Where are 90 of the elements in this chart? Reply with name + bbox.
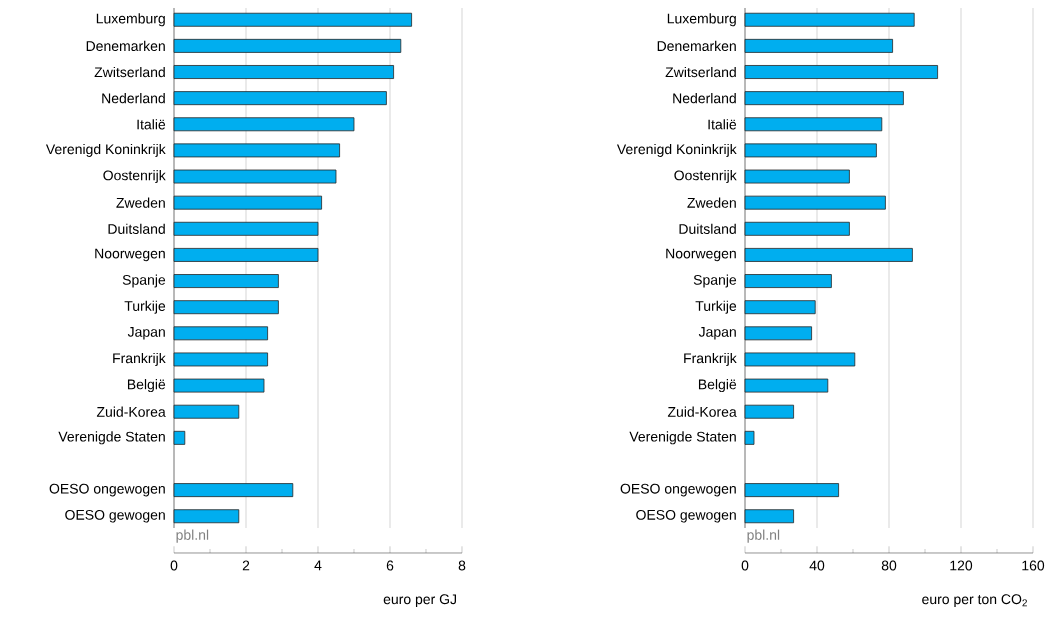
text: pbl.nl — [176, 529, 209, 543]
bar — [744, 378, 829, 393]
y-tick-label: Spanje — [693, 274, 737, 288]
bar — [744, 326, 813, 341]
y-tick-label: OESO ongewogen — [620, 483, 736, 497]
bar — [744, 509, 794, 524]
y-tick-label: Italië — [137, 119, 166, 130]
bar — [173, 378, 265, 393]
bar — [744, 38, 894, 53]
bar — [744, 221, 850, 236]
bar — [744, 404, 794, 419]
x-axis-title: euro per ton CO$_{2}$ — [922, 594, 1027, 607]
y-tick-label: Turkije — [695, 300, 737, 314]
bar — [173, 430, 186, 445]
bar — [173, 169, 337, 184]
y-tick-label: Italië — [708, 119, 737, 130]
bar — [744, 169, 850, 184]
y-tick-label: Zuid-Korea — [667, 406, 737, 417]
x-tick-label: 0 — [741, 560, 749, 571]
y-tick-label: Verenigd Koninkrijk — [616, 143, 737, 157]
bar — [173, 483, 294, 498]
bar — [744, 430, 755, 445]
bar — [173, 12, 412, 27]
y-tick-label: Oostenrijk — [674, 170, 737, 184]
y-tick-label: Duitsland — [679, 223, 736, 234]
bar — [173, 274, 279, 288]
y-tick-label: Zweden — [687, 197, 736, 208]
bar — [744, 248, 913, 262]
bar — [744, 274, 832, 288]
x-tick-label: 8 — [458, 560, 466, 571]
x-tick-label: 120 — [950, 560, 973, 571]
y-tick-label: OESO gewogen — [636, 509, 736, 523]
x-tick-label: 6 — [386, 560, 394, 571]
x-tick-label: 80 — [881, 560, 897, 571]
bar — [744, 12, 915, 27]
y-tick-label: België — [127, 379, 166, 393]
y-tick-label: OESO ongewogen — [49, 483, 165, 497]
bar — [744, 143, 877, 158]
x-tick-label: 160 — [1022, 560, 1045, 571]
bar — [173, 38, 402, 53]
bar — [744, 91, 904, 106]
y-tick-label: Zweden — [116, 197, 165, 208]
y-tick-label: Nederland — [102, 93, 165, 104]
x-axis-title: euro per GJ — [383, 594, 456, 607]
bar — [744, 65, 938, 79]
y-tick-label: Frankrijk — [684, 352, 737, 366]
bar — [173, 143, 340, 158]
x-tick-label: 2 — [242, 560, 250, 571]
y-tick-label: België — [698, 379, 737, 393]
bar — [744, 117, 883, 132]
y-tick-label: OESO gewogen — [65, 509, 165, 523]
y-tick-label: Verenigde Staten — [58, 431, 165, 445]
bar — [173, 117, 355, 132]
y-tick-label: Zwitserland — [94, 66, 165, 78]
x-tick-label: 4 — [314, 560, 322, 571]
text: pbl.nl — [747, 529, 780, 543]
bar — [173, 91, 387, 106]
bar — [744, 483, 839, 498]
y-tick-label: Noorwegen — [95, 248, 165, 262]
bar — [173, 404, 240, 419]
y-tick-label: Japan — [698, 327, 736, 340]
y-tick-label: Oostenrijk — [103, 170, 166, 184]
x-tick-label: 40 — [809, 560, 825, 571]
bar — [744, 195, 886, 210]
y-tick-label: Noorwegen — [666, 248, 736, 262]
bar — [173, 352, 268, 367]
bar — [173, 221, 319, 236]
y-tick-label: Zwitserland — [665, 66, 736, 78]
y-tick-label: Frankrijk — [113, 352, 166, 366]
bar — [744, 300, 816, 315]
y-tick-label: Denemarken — [657, 40, 736, 52]
y-tick-label: Luxemburg — [667, 13, 736, 27]
bar — [173, 300, 279, 315]
bar — [173, 326, 268, 341]
bar — [173, 195, 322, 210]
y-tick-label: Denemarken — [86, 40, 165, 52]
y-tick-label: Turkije — [124, 300, 166, 314]
y-tick-label: Luxemburg — [96, 13, 165, 27]
y-tick-label: Nederland — [673, 93, 736, 104]
y-tick-label: Verenigde Staten — [629, 431, 736, 445]
y-tick-label: Verenigd Koninkrijk — [45, 143, 166, 157]
y-tick-label: Zuid-Korea — [96, 406, 166, 417]
x-tick-label: 0 — [170, 560, 178, 571]
y-tick-label: Japan — [127, 327, 165, 340]
y-tick-label: Duitsland — [108, 223, 165, 234]
bar — [173, 509, 240, 524]
bar — [744, 352, 856, 367]
bar — [173, 65, 394, 79]
bar — [173, 248, 319, 262]
y-tick-label: Spanje — [122, 274, 166, 288]
